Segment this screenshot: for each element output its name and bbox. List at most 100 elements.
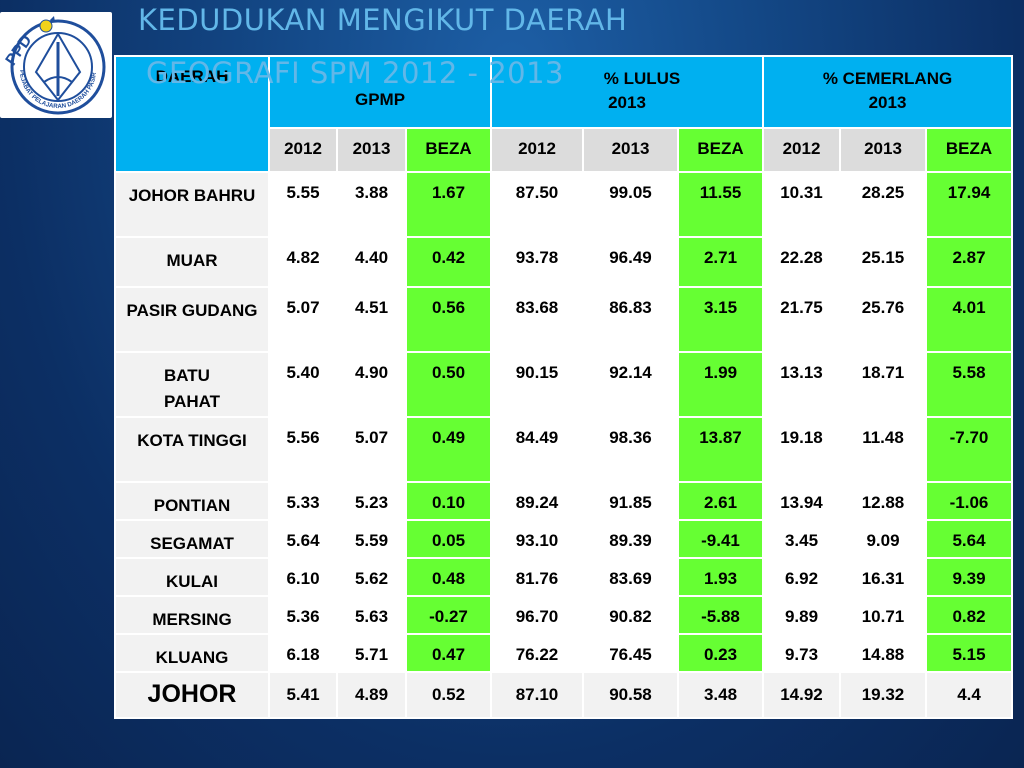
table-cell: -9.41 bbox=[677, 519, 764, 559]
subheader-gpmp-2012: 2012 bbox=[268, 127, 338, 173]
table-cell: 5.64 bbox=[268, 519, 338, 559]
header-cemerlang: % CEMERLANG 2013 bbox=[761, 55, 1014, 129]
table-cell: 0.10 bbox=[405, 481, 492, 521]
header-row: DAERAH GPMP % LULUS 2013 % CEMERLANG 201… bbox=[114, 55, 1014, 173]
table-cell: 6.92 bbox=[762, 557, 841, 597]
table-cell: 92.14 bbox=[582, 351, 679, 418]
district-name: MUAR bbox=[114, 236, 270, 288]
table-cell: 5.62 bbox=[336, 557, 407, 597]
slide-title: KEDUDUKAN MENGIKUT DAERAH bbox=[138, 3, 628, 37]
header-lulus: % LULUS 2013 bbox=[490, 55, 764, 129]
district-name: PONTIAN bbox=[114, 481, 270, 521]
table-cell: 14.88 bbox=[839, 633, 927, 673]
table-row: BATU PAHAT 5.40 4.90 0.50 90.15 92.14 1.99 13.1… bbox=[114, 351, 1014, 418]
table-cell: 90.15 bbox=[490, 351, 584, 418]
table-cell: 86.83 bbox=[582, 286, 679, 353]
district-name: MERSING bbox=[114, 595, 270, 635]
table-row: SEGAMAT 5.64 5.59 0.05 93.10 89.39 -9.41 3.45 9.… bbox=[114, 519, 1014, 559]
table-row: PASIR GUDANG 5.07 4.51 0.56 83.68 86.83 3.15 21… bbox=[114, 286, 1014, 353]
table-cell: 22.28 bbox=[762, 236, 841, 288]
table-cell: 90.82 bbox=[582, 595, 679, 635]
district-name: BATU PAHAT bbox=[114, 351, 270, 418]
table-row: KOTA TINGGI 5.56 5.07 0.49 84.49 98.36 13.87 19… bbox=[114, 416, 1014, 483]
table-cell: 99.05 bbox=[582, 171, 679, 238]
table-cell: 10.31 bbox=[762, 171, 841, 238]
district-name: JOHOR bbox=[114, 671, 270, 719]
table-cell: 0.05 bbox=[405, 519, 492, 559]
table-cell: 4.89 bbox=[336, 671, 407, 719]
table-cell: 5.41 bbox=[268, 671, 338, 719]
table-cell: -5.88 bbox=[677, 595, 764, 635]
table-cell: 5.23 bbox=[336, 481, 407, 521]
table-cell: 16.31 bbox=[839, 557, 927, 597]
table-row: JOHOR BAHRU 5.55 3.88 1.67 87.50 99.05 11.55 10… bbox=[114, 171, 1014, 238]
subheader-cemerlang-beza: BEZA bbox=[924, 127, 1014, 173]
table-cell: 5.15 bbox=[924, 633, 1014, 673]
table-cell: 5.55 bbox=[268, 171, 338, 238]
subheader-row: 2012 2013 BEZA 2012 2013 BEZA 2012 2013 … bbox=[115, 127, 1014, 173]
table-cell: 11.55 bbox=[677, 171, 764, 238]
table-cell: 98.36 bbox=[582, 416, 679, 483]
table-cell: 5.58 bbox=[924, 351, 1014, 418]
table-cell: 76.22 bbox=[490, 633, 584, 673]
table-cell: 83.68 bbox=[490, 286, 584, 353]
table-cell: 5.07 bbox=[268, 286, 338, 353]
ppd-logo: PPD PEJABAT PELAJARAN DAERAH PASIR GUDAN… bbox=[0, 12, 112, 118]
table-cell: 13.94 bbox=[762, 481, 841, 521]
table-cell: 87.50 bbox=[490, 171, 584, 238]
table-cell: 4.40 bbox=[336, 236, 407, 288]
district-name: KOTA TINGGI bbox=[114, 416, 270, 483]
table-cell: 5.64 bbox=[924, 519, 1014, 559]
table-cell: 81.76 bbox=[490, 557, 584, 597]
subheader-lulus-beza: BEZA bbox=[677, 127, 764, 173]
table-cell: 2.87 bbox=[924, 236, 1014, 288]
table-cell: 5.56 bbox=[268, 416, 338, 483]
table-cell: 11.48 bbox=[839, 416, 927, 483]
table-cell: 0.82 bbox=[924, 595, 1014, 635]
district-name: PASIR GUDANG bbox=[114, 286, 270, 353]
table-cell: 0.56 bbox=[405, 286, 492, 353]
table-cell: 96.70 bbox=[490, 595, 584, 635]
table-cell: 19.32 bbox=[839, 671, 927, 719]
subheader-cemerlang-2012: 2012 bbox=[762, 127, 841, 173]
table-cell: 0.49 bbox=[405, 416, 492, 483]
table-cell: 5.07 bbox=[336, 416, 407, 483]
table-cell: 4.4 bbox=[924, 671, 1014, 719]
table-cell: 17.94 bbox=[924, 171, 1014, 238]
table-cell: 9.09 bbox=[839, 519, 927, 559]
table-row: KULAI 6.10 5.62 0.48 81.76 83.69 1.93 6.92 16.31… bbox=[114, 557, 1014, 597]
table-cell: 25.15 bbox=[839, 236, 927, 288]
table-cell: 89.24 bbox=[490, 481, 584, 521]
slide-subtitle: GEOGRAFI SPM 2012 - 2013 bbox=[146, 56, 564, 90]
table-cell: 6.18 bbox=[268, 633, 338, 673]
table-cell: 2.61 bbox=[677, 481, 764, 521]
table-cell: 90.58 bbox=[582, 671, 679, 719]
table-row: PONTIAN 5.33 5.23 0.10 89.24 91.85 2.61 13.94 12… bbox=[114, 481, 1014, 521]
table-row: JOHOR 5.41 4.89 0.52 87.10 90.58 3.48 14.92 19.3… bbox=[114, 671, 1014, 719]
table-cell: -0.27 bbox=[405, 595, 492, 635]
table-cell: 3.15 bbox=[677, 286, 764, 353]
table-cell: 10.71 bbox=[839, 595, 927, 635]
table-cell: 0.42 bbox=[405, 236, 492, 288]
table-cell: 1.99 bbox=[677, 351, 764, 418]
table-cell: 0.50 bbox=[405, 351, 492, 418]
table-cell: 3.45 bbox=[762, 519, 841, 559]
table-cell: 13.13 bbox=[762, 351, 841, 418]
table-cell: 4.82 bbox=[268, 236, 338, 288]
table-cell: 93.78 bbox=[490, 236, 584, 288]
table-cell: 5.71 bbox=[336, 633, 407, 673]
subheader-gpmp-2013: 2013 bbox=[336, 127, 407, 173]
table-cell: 83.69 bbox=[582, 557, 679, 597]
table-cell: 4.01 bbox=[924, 286, 1014, 353]
table-cell: 0.48 bbox=[405, 557, 492, 597]
results-table: DAERAH GPMP % LULUS 2013 % CEMERLANG 201… bbox=[114, 55, 1014, 719]
table-row: MERSING 5.36 5.63 -0.27 96.70 90.82 -5.88 9.89 1… bbox=[114, 595, 1014, 635]
district-name: KLUANG bbox=[114, 633, 270, 673]
subheader-cemerlang-2013: 2013 bbox=[839, 127, 927, 173]
table-cell: 0.23 bbox=[677, 633, 764, 673]
table-cell: 19.18 bbox=[762, 416, 841, 483]
table-cell: 14.92 bbox=[762, 671, 841, 719]
table-cell: 4.90 bbox=[336, 351, 407, 418]
table-cell: 96.49 bbox=[582, 236, 679, 288]
table-cell: 84.49 bbox=[490, 416, 584, 483]
